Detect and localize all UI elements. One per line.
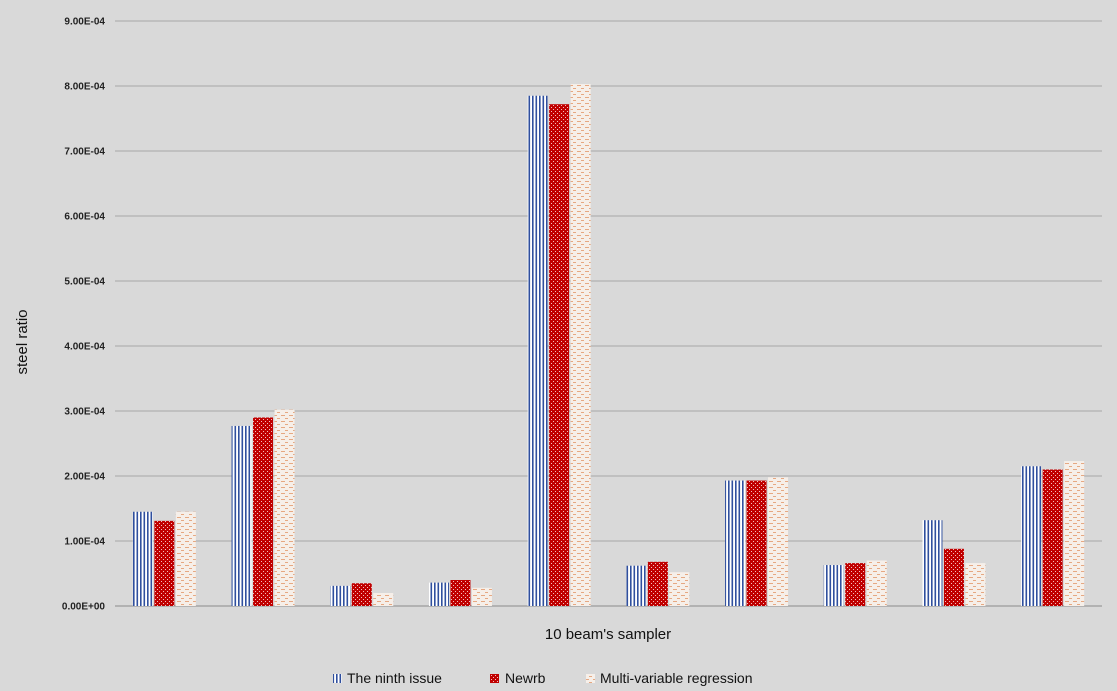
bar-newrb-2 [253,417,274,606]
bar-the-ninth-issue-9 [922,520,943,606]
legend: The ninth issue Newrb Multi-variable regre… [333,670,753,686]
bar-newrb-1 [154,520,175,606]
bar-newrb-9 [943,548,964,606]
bar-newrb-5 [549,104,570,606]
legend-swatch-the-ninth-issue [333,674,342,683]
bar-multi-variable-regression-6 [669,572,690,606]
bar-multi-variable-regression-3 [373,593,394,606]
bar-multi-variable-regression-10 [1064,461,1085,606]
bar-multi-variable-regression-8 [866,560,887,606]
bar-multi-variable-regression-2 [274,409,295,606]
bar-the-ninth-issue-3 [330,585,351,606]
y-tick-label: 0.00E+00 [62,602,106,613]
y-tick-label: 4.00E-04 [64,342,105,353]
y-tick-label: 1.00E-04 [64,537,105,548]
y-axis-title: steel ratio [14,309,31,374]
y-tick-label: 9.00E-04 [64,17,105,28]
bar-the-ninth-issue-7 [725,480,746,606]
bar-the-ninth-issue-2 [231,425,252,606]
bars [132,84,1085,607]
y-tick-label: 6.00E-04 [64,212,105,223]
bar-multi-variable-regression-9 [965,563,986,606]
legend-swatch-multi-variable-regression [586,674,595,683]
bar-the-ninth-issue-4 [428,582,449,606]
legend-label: Newrb [505,670,546,686]
bar-the-ninth-issue-5 [527,95,548,606]
legend-label: The ninth issue [347,670,442,686]
bar-the-ninth-issue-8 [823,565,844,606]
x-axis-title: 10 beam's sampler [545,626,671,643]
y-tick-labels: 0.00E+00 1.00E-04 2.00E-04 3.00E-04 4.00E-04… [62,17,106,613]
y-tick-label: 8.00E-04 [64,82,105,93]
bar-newrb-6 [647,561,668,606]
bar-multi-variable-regression-4 [471,587,492,606]
bar-multi-variable-regression-7 [768,477,789,606]
legend-label: Multi-variable regression [600,670,753,686]
y-tick-label: 5.00E-04 [64,277,105,288]
bar-the-ninth-issue-10 [1021,466,1042,606]
bar-multi-variable-regression-1 [175,511,196,606]
bar-newrb-7 [746,480,767,606]
legend-swatch-newrb [490,674,499,683]
y-tick-label: 7.00E-04 [64,147,105,158]
bar-newrb-4 [450,580,471,606]
y-tick-label: 2.00E-04 [64,472,105,483]
bar-newrb-3 [351,583,372,606]
bar-the-ninth-issue-6 [626,565,647,606]
bar-the-ninth-issue-1 [132,511,153,606]
bar-newrb-8 [845,563,866,606]
bar-newrb-10 [1042,469,1063,606]
y-tick-label: 3.00E-04 [64,407,105,418]
bar-multi-variable-regression-5 [570,84,591,607]
